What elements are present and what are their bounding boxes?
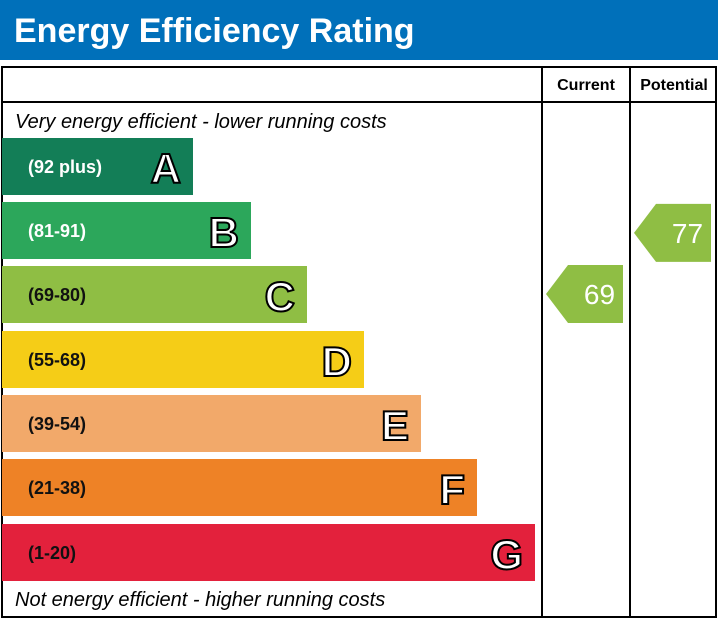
- band-bar-D: [2, 331, 364, 388]
- band-letter-C: C: [265, 273, 295, 320]
- band-bar-G: [2, 524, 535, 581]
- current-rating-arrow: [546, 265, 623, 323]
- band-range-label: (21-38): [28, 478, 86, 498]
- band-letter-B: B: [209, 209, 239, 256]
- band-bar-B: [2, 202, 251, 259]
- potential-rating-value: 77: [672, 218, 703, 249]
- current-rating-value: 69: [584, 279, 615, 310]
- band-letter-A: A: [151, 145, 181, 192]
- top-note: Very energy efficient - lower running co…: [15, 111, 387, 133]
- band-range-label: (39-54): [28, 414, 86, 434]
- band-bar-E: [2, 395, 421, 452]
- chart-title: Energy Efficiency Rating: [14, 12, 415, 50]
- bottom-note: Not energy efficient - higher running co…: [15, 589, 385, 611]
- column-header-current: Current: [557, 77, 615, 94]
- band-range-label: (55-68): [28, 350, 86, 370]
- title-bar: [0, 0, 718, 60]
- potential-rating-arrow: [634, 203, 711, 262]
- band-letter-F: F: [439, 466, 465, 513]
- column-header-potential: Potential: [640, 77, 708, 94]
- band-range-label: (81-91): [28, 221, 86, 241]
- band-range-label: (1-20): [28, 543, 76, 563]
- band-letter-D: D: [322, 338, 352, 385]
- band-range-label: (92 plus): [28, 157, 102, 177]
- band-bar-C: [2, 266, 307, 323]
- band-letter-E: E: [381, 402, 409, 449]
- band-range-label: (69-80): [28, 285, 86, 305]
- band-bar-F: [2, 459, 477, 516]
- band-letter-G: G: [490, 531, 523, 578]
- band-bar-A: [2, 138, 193, 195]
